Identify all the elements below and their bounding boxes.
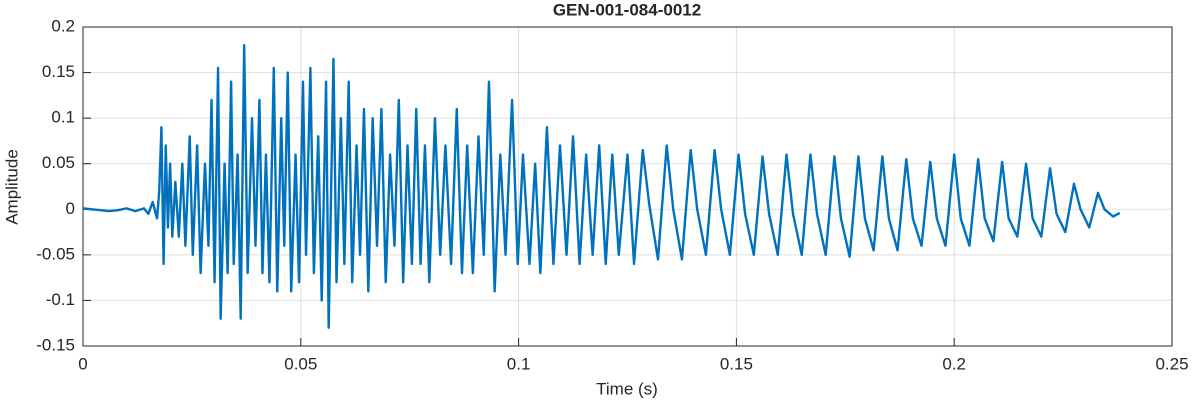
y-tick-label: 0.2: [51, 16, 75, 35]
y-tick-label: 0.05: [42, 153, 75, 172]
y-tick-label: -0.05: [36, 244, 75, 263]
x-tick-label: 0.05: [284, 354, 317, 373]
y-tick-label: -0.15: [36, 335, 75, 354]
waveform-line: [82, 44, 1121, 329]
y-axis-label: Amplitude: [2, 149, 21, 225]
y-tick-label: -0.1: [46, 290, 75, 309]
y-tick-label: 0.15: [42, 62, 75, 81]
y-tick-label: 0: [66, 199, 75, 218]
plot-frame: [82, 26, 1173, 347]
x-tick-label: 0.25: [1155, 354, 1188, 373]
x-axis-label: Time (s): [596, 379, 658, 398]
x-tick-label: 0: [78, 354, 87, 373]
chart-title: GEN-001-084-0012: [553, 0, 701, 19]
y-tick-label: 0.1: [51, 108, 75, 127]
x-tick-label: 0.2: [942, 354, 966, 373]
x-tick-label: 0.1: [507, 354, 531, 373]
x-tick-label: 0.15: [720, 354, 753, 373]
